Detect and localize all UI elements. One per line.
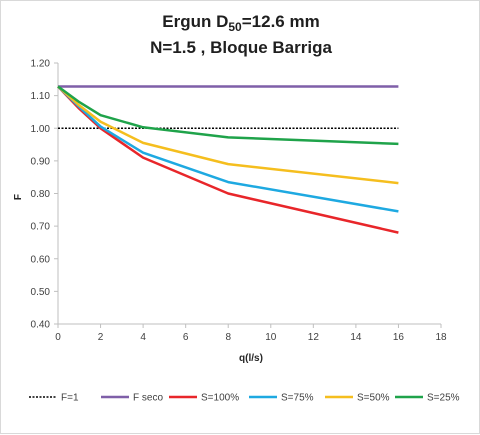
legend: F=1 F seco S=100% S=75% S=50% S=25% — [29, 393, 460, 404]
series-line-s-25- — [57, 85, 399, 146]
legend-label: S=50% — [357, 393, 390, 404]
y-tick-label: 0.90 — [31, 156, 51, 167]
y-tick-label: 0.50 — [31, 287, 51, 298]
x-tick-label: 16 — [393, 332, 405, 343]
legend-label: F=1 — [61, 393, 79, 404]
series-line-s-50- — [57, 85, 399, 185]
legend-label: S=25% — [427, 393, 460, 404]
x-tick-label: 18 — [435, 332, 447, 343]
y-tick-label: 0.70 — [31, 222, 51, 233]
series-line-s-100- — [57, 85, 399, 234]
chart-title-line1: Ergun D50=12.6 mm — [162, 12, 319, 34]
legend-label: S=75% — [281, 393, 314, 404]
x-tick-label: 14 — [350, 332, 362, 343]
chart-title-line2: N=1.5 , Bloque Barriga — [150, 38, 332, 57]
y-tick-label: 1.20 — [31, 59, 51, 70]
y-tick-label: 1.10 — [31, 91, 51, 102]
x-axis-label: q(l/s) — [239, 353, 263, 364]
plot-area: 0.40 0.50 0.60 0.70 0.80 0.90 1.00 1.10 1.20 0 2 4 6… — [31, 59, 447, 344]
legend-label: F seco — [133, 393, 163, 404]
x-tick-label: 6 — [183, 332, 189, 343]
x-tick-label: 8 — [225, 332, 231, 343]
y-tick-label: 0.60 — [31, 254, 51, 265]
y-tick-label: 0.80 — [31, 189, 51, 200]
legend-label: S=100% — [201, 393, 239, 404]
x-tick-label: 4 — [140, 332, 146, 343]
x-tick-label: 0 — [55, 332, 61, 343]
y-tick-label: 0.40 — [31, 320, 51, 331]
x-tick-label: 12 — [308, 332, 320, 343]
y-tick-label: 1.00 — [31, 124, 51, 135]
x-tick-label: 2 — [98, 332, 104, 343]
y-axis-label: F — [13, 194, 24, 200]
x-tick-label: 10 — [265, 332, 277, 343]
